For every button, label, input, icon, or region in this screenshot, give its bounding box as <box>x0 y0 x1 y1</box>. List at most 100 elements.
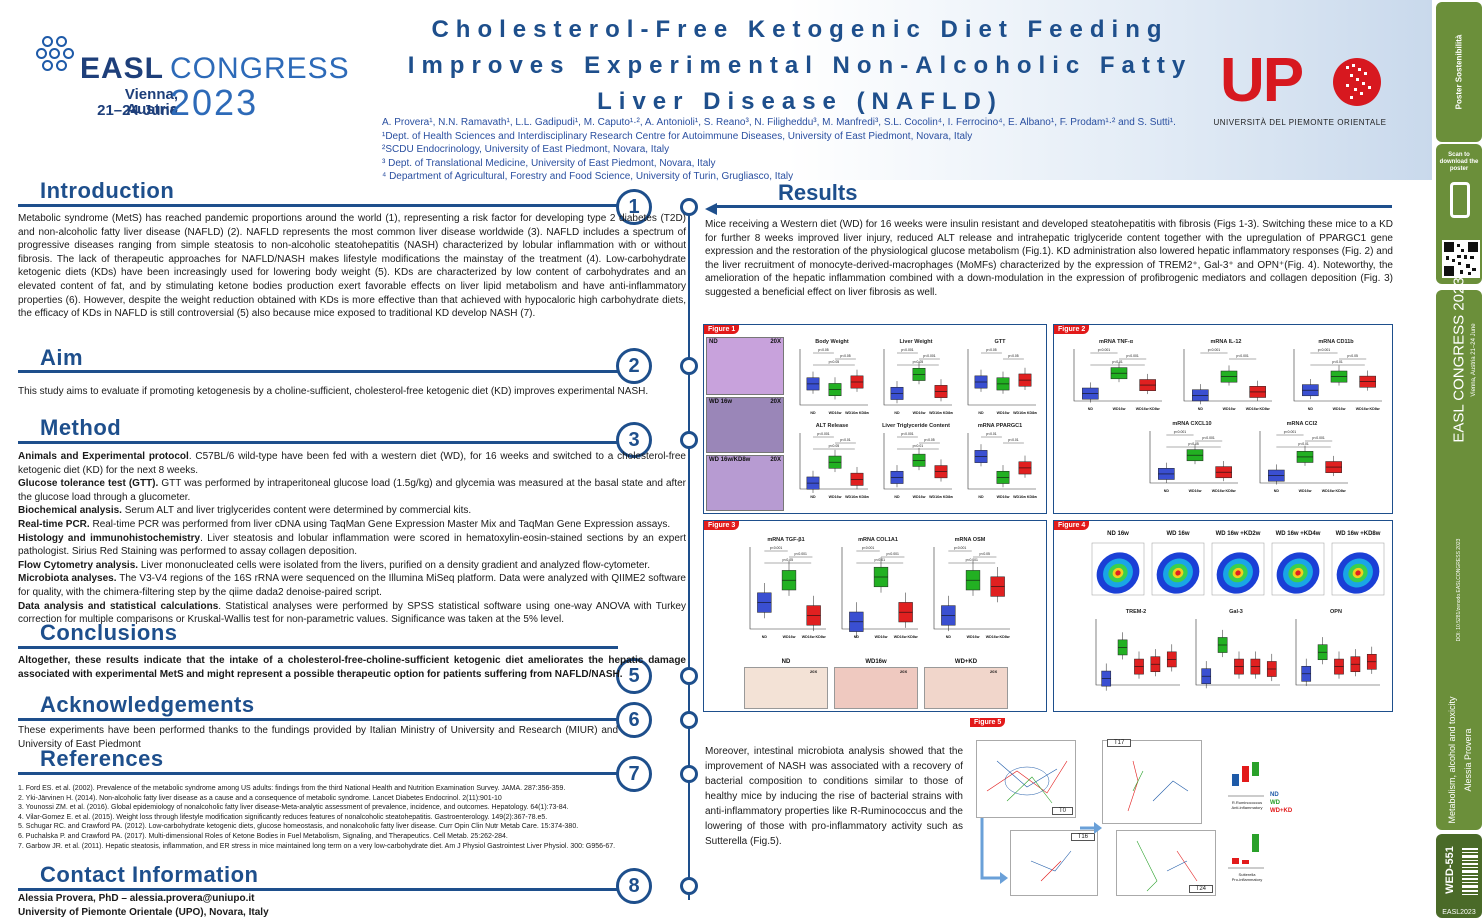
group-label: WD16w <box>997 411 1010 415</box>
sutterella-boxplot <box>1228 834 1264 869</box>
pca-scatter <box>1136 840 1198 892</box>
figure-5-tag: Figure 5 <box>970 718 1006 727</box>
p-value-label: p<0.05 <box>840 354 851 358</box>
p-value-label: p<0.001 <box>1098 348 1110 352</box>
plot-title: Body Weight <box>815 339 849 345</box>
affiliation-1: ¹Dept. of Health Sciences and Interdisci… <box>382 130 973 142</box>
microbiota-text: Moreover, intestinal microbiota analysis… <box>705 746 963 847</box>
group-label: ND <box>810 411 816 415</box>
ruminococcus-boxplot <box>1228 762 1264 797</box>
method-item: Histology and immunohistochemistry. Live… <box>18 532 686 558</box>
header-band <box>0 0 1432 180</box>
histology-nd: ND 20X <box>706 337 784 395</box>
pca-label: T0 <box>1051 807 1073 815</box>
flow-label: WD 16w +KD4w <box>1275 531 1321 537</box>
p-value-label: p<0.05 <box>829 360 840 364</box>
introduction-text: Metabolic syndrome (MetS) has reached pa… <box>18 213 686 320</box>
pca-label: T17 <box>1107 739 1132 747</box>
plot-axis <box>967 433 1036 490</box>
group-label: WD16w KD8w <box>845 495 869 499</box>
plot-axis <box>1149 431 1238 484</box>
connector-ring <box>680 711 698 729</box>
connector-ring <box>680 667 698 685</box>
p-value-label: p<0.05 <box>829 444 840 448</box>
method-item: Flow Cytometry analysis. Liver mononucle… <box>18 559 650 571</box>
connector-ring <box>680 877 698 895</box>
plot-title: GTT <box>994 339 1006 345</box>
plot-axis <box>1259 431 1348 484</box>
easl-dots-icon <box>36 34 80 74</box>
p-value-label: p<0.001 <box>923 354 935 358</box>
sidebar-footer: EASL2023 <box>1442 909 1476 916</box>
sidebar-brand-text: Poster Sostenibilità <box>1454 34 1464 110</box>
group-label: WD16w <box>1113 407 1126 411</box>
barcode-icon <box>1462 848 1478 895</box>
plot-axis <box>1095 619 1180 686</box>
plot-title: mRNA CXCL10 <box>1172 421 1212 427</box>
right-sidebar: Poster Sostenibilità Scan to download th… <box>1434 0 1484 921</box>
p-value-label: p<0.001 <box>795 552 807 556</box>
p-value-label: p<0.01 <box>875 558 886 562</box>
group-label: WD16w KD8w <box>845 411 869 415</box>
upo-caption: UNIVERSITÀ DEL PIEMONTE ORIENTALE <box>1213 118 1387 127</box>
group-label: WD16w <box>997 495 1010 499</box>
method-item: Animals and Experimental protocol. C57BL… <box>18 451 686 476</box>
plot-axis <box>1293 349 1382 402</box>
references-title: References <box>40 746 164 771</box>
flow-density-contour <box>1115 570 1121 576</box>
acknowledgements-text: These experiments have been performed th… <box>18 725 618 750</box>
p-value-label: p<0.001 <box>862 546 874 550</box>
connector-ring <box>680 431 698 449</box>
congress-year: 2023 <box>170 82 259 123</box>
p-value-label: p<0.01 <box>840 438 851 442</box>
group-label: ND <box>810 495 816 499</box>
figure-2: Figure 2 mRNA TNF-α ND WD16w WD16w KD8w p<0.… <box>1053 324 1393 514</box>
box-plot: ND WD16w WD16w KD8w p<0.01 p<0.01 <box>967 432 1037 499</box>
affiliation-2: ²SCDU Endocrinology, University of East … <box>382 144 670 155</box>
group-label: ND <box>978 495 984 499</box>
p-value-label: p<0.001 <box>901 348 913 352</box>
plot-axis <box>799 349 868 406</box>
reference-item: 3. Younossi ZM. et al. (2016). Global ep… <box>18 804 569 812</box>
reference-item: 1. Ford ES. et al. (2002). Prevalence of… <box>18 785 566 792</box>
p-value-label: p<0.01 <box>986 432 997 436</box>
qr-code-icon[interactable] <box>1442 240 1480 278</box>
method-item: Data analysis and statistical calculatio… <box>18 600 686 626</box>
figure-2-tag: Figure 2 <box>1054 325 1090 334</box>
results-text: Mice receiving a Western diet (WD) for 1… <box>705 219 1393 298</box>
group-label: WD16w <box>913 495 926 499</box>
pca-scatter <box>986 760 1068 804</box>
figure-5: Figure 5 T0 T17 T16 T24 <box>970 718 1294 898</box>
contact-email-line[interactable]: Alessia Provera, PhD – alessia.provera@u… <box>18 893 255 904</box>
group-label: WD16w KD8w <box>1136 407 1160 411</box>
flow-label: WD 16w <box>1166 531 1190 537</box>
flow-label: ND 16w <box>1107 531 1129 537</box>
group-label: ND <box>894 411 900 415</box>
title-line-1: Cholesterol-Free Ketogenic Diet Feeding <box>431 16 1169 43</box>
group-label: WD16w KD8w <box>802 635 826 639</box>
pca-plot-t17: T17 <box>1102 739 1202 824</box>
group-label: ND <box>1088 407 1094 411</box>
p-value-label: p<0.01 <box>1298 442 1309 446</box>
group-label: ND <box>854 635 860 639</box>
p-value-label: p<0.001 <box>954 546 966 550</box>
flow-label: WD 16w +KD8w <box>1335 531 1381 537</box>
reference-item: 7. Garbow JR. et al. (2011). Hepatic ste… <box>18 842 616 850</box>
contact-rule <box>18 888 618 891</box>
sidebar-scan-block[interactable]: Scan to download the poster <box>1436 144 1482 284</box>
stain-label: WD16w <box>865 659 887 665</box>
sirius-stain-wd16w <box>834 667 918 709</box>
acknowledgements-title: Acknowledgements <box>40 692 255 717</box>
aim-title: Aim <box>40 345 84 370</box>
group-label: WD16w <box>875 635 888 639</box>
aim-text: This study aims to evaluate if promoting… <box>18 386 649 397</box>
histology-wd16w: WD 16w 20X <box>706 397 784 453</box>
figure-4-tag: Figure 4 <box>1054 521 1090 530</box>
box-plot: ND WD16w WD16w KD8w p<0.001 p<0.05 p<0.01 <box>1293 348 1382 411</box>
group-label: WD16w KD8w <box>1246 407 1270 411</box>
p-value-label: p<0.05 <box>783 558 794 562</box>
